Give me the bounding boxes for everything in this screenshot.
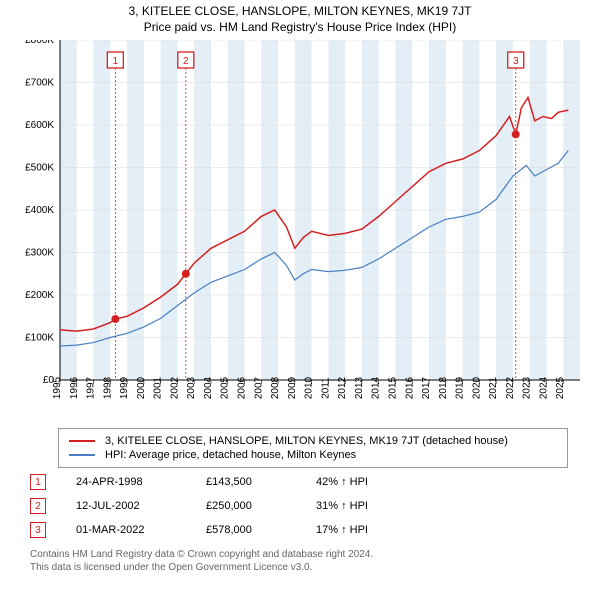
marker-date: 01-MAR-2022 [76, 524, 176, 536]
legend-row-property: 3, KITELEE CLOSE, HANSLOPE, MILTON KEYNE… [69, 435, 557, 447]
svg-text:£100K: £100K [25, 333, 54, 344]
svg-text:£500K: £500K [25, 163, 54, 174]
footnote-line2: This data is licensed under the Open Gov… [30, 561, 590, 574]
marker-date: 24-APR-1998 [76, 476, 176, 488]
svg-text:£300K: £300K [25, 248, 54, 259]
svg-text:2: 2 [183, 56, 189, 67]
marker-row: 2 12-JUL-2002 £250,000 31% ↑ HPI [30, 498, 590, 514]
chart-subtitle: Price paid vs. HM Land Registry's House … [10, 20, 590, 34]
chart-plot-area: £0£100K£200K£300K£400K£500K£600K£700K£80… [10, 40, 590, 420]
footnote-line1: Contains HM Land Registry data © Crown c… [30, 548, 590, 561]
legend-label-property: 3, KITELEE CLOSE, HANSLOPE, MILTON KEYNE… [105, 435, 508, 447]
marker-box: 2 [30, 498, 46, 514]
marker-price: £578,000 [206, 524, 286, 536]
markers-table: 1 24-APR-1998 £143,500 42% ↑ HPI 2 12-JUL-200… [30, 474, 590, 538]
marker-row: 3 01-MAR-2022 £578,000 17% ↑ HPI [30, 522, 590, 538]
svg-text:£600K: £600K [25, 120, 54, 131]
svg-text:£400K: £400K [25, 205, 54, 216]
marker-box: 3 [30, 522, 46, 538]
svg-text:3: 3 [513, 56, 519, 67]
legend-label-hpi: HPI: Average price, detached house, Milt… [105, 449, 356, 461]
legend: 3, KITELEE CLOSE, HANSLOPE, MILTON KEYNE… [58, 428, 568, 468]
legend-row-hpi: HPI: Average price, detached house, Milt… [69, 449, 557, 461]
chart-container: 3, KITELEE CLOSE, HANSLOPE, MILTON KEYNE… [0, 0, 600, 590]
marker-hpi: 17% ↑ HPI [316, 524, 406, 536]
line-chart-svg: £0£100K£200K£300K£400K£500K£600K£700K£80… [10, 40, 590, 420]
marker-hpi: 31% ↑ HPI [316, 500, 406, 512]
marker-hpi: 42% ↑ HPI [316, 476, 406, 488]
legend-swatch-property [69, 440, 95, 442]
svg-text:1: 1 [113, 56, 119, 67]
marker-row: 1 24-APR-1998 £143,500 42% ↑ HPI [30, 474, 590, 490]
svg-text:£700K: £700K [25, 78, 54, 89]
footnote: Contains HM Land Registry data © Crown c… [30, 548, 590, 574]
marker-price: £143,500 [206, 476, 286, 488]
marker-price: £250,000 [206, 500, 286, 512]
svg-text:£200K: £200K [25, 290, 54, 301]
svg-text:£800K: £800K [25, 40, 54, 46]
marker-box: 1 [30, 474, 46, 490]
marker-date: 12-JUL-2002 [76, 500, 176, 512]
chart-title: 3, KITELEE CLOSE, HANSLOPE, MILTON KEYNE… [10, 4, 590, 18]
legend-swatch-hpi [69, 454, 95, 456]
